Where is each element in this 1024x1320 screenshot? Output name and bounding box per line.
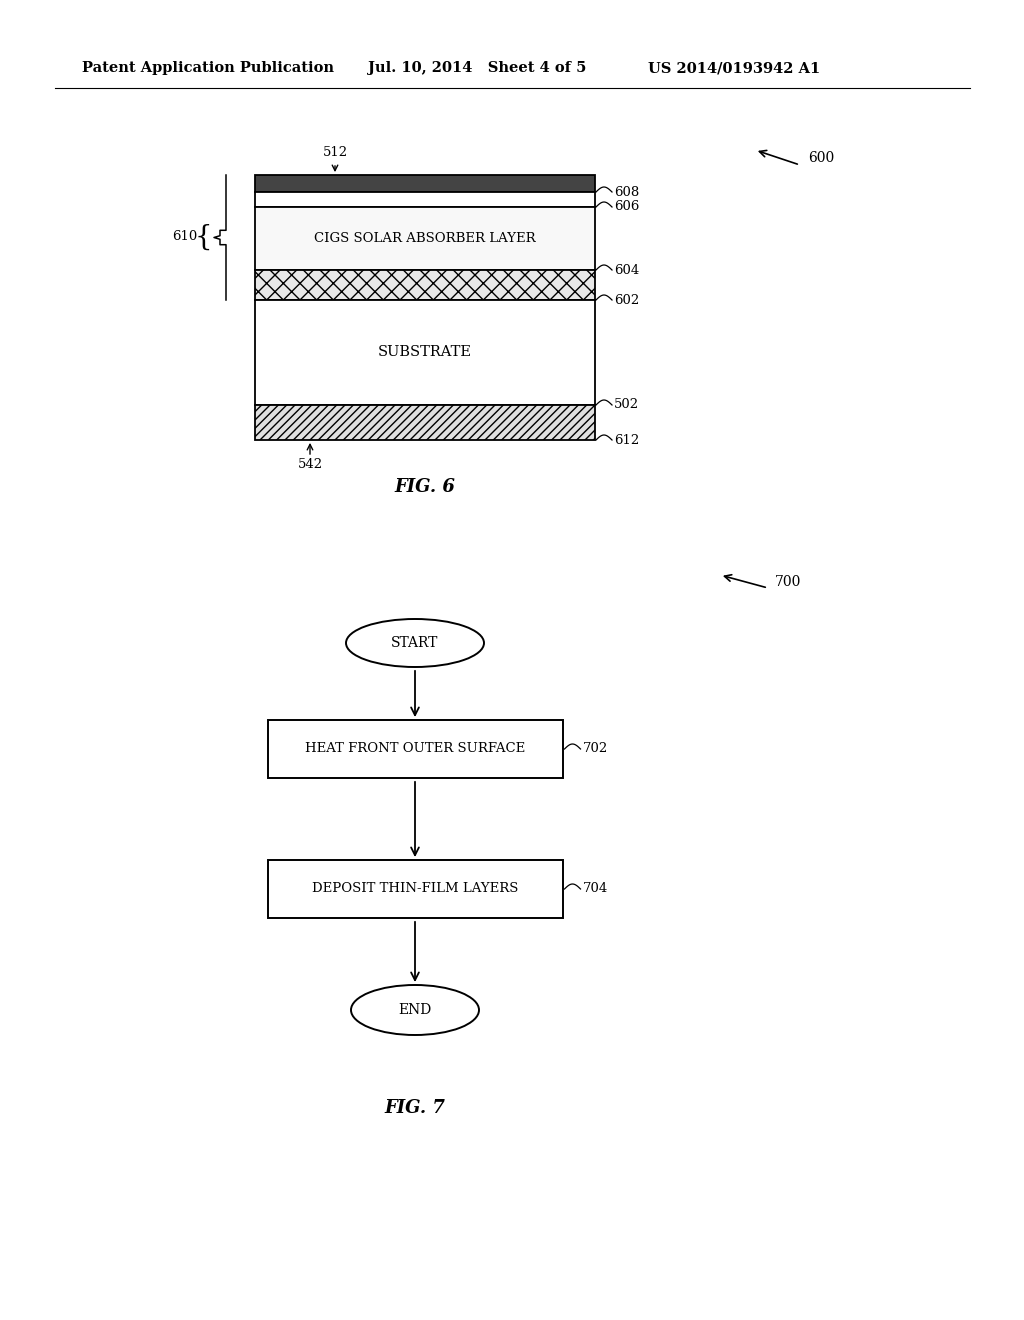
Text: 700: 700 <box>775 576 802 589</box>
Text: START: START <box>391 636 438 649</box>
Text: 612: 612 <box>614 433 639 446</box>
Text: 606: 606 <box>614 201 639 214</box>
Polygon shape <box>255 405 595 440</box>
Text: 600: 600 <box>808 150 835 165</box>
Ellipse shape <box>351 985 479 1035</box>
Polygon shape <box>255 271 595 300</box>
Text: 702: 702 <box>583 742 608 755</box>
Text: 602: 602 <box>614 293 639 306</box>
Text: CIGS SOLAR ABSORBER LAYER: CIGS SOLAR ABSORBER LAYER <box>314 232 536 246</box>
Polygon shape <box>255 176 595 191</box>
Text: 542: 542 <box>297 458 323 471</box>
Bar <box>267 719 562 777</box>
Text: 604: 604 <box>614 264 639 276</box>
Text: DEPOSIT THIN-FILM LAYERS: DEPOSIT THIN-FILM LAYERS <box>312 883 518 895</box>
Text: FIG. 7: FIG. 7 <box>385 1100 445 1117</box>
Text: END: END <box>398 1003 432 1016</box>
Text: FIG. 6: FIG. 6 <box>394 478 456 496</box>
Text: 608: 608 <box>614 186 639 198</box>
Ellipse shape <box>346 619 484 667</box>
Bar <box>267 861 562 917</box>
Polygon shape <box>255 207 595 271</box>
Text: 704: 704 <box>583 883 608 895</box>
Polygon shape <box>255 300 595 405</box>
Text: {: { <box>195 223 212 251</box>
Text: SUBSTRATE: SUBSTRATE <box>378 346 472 359</box>
Text: Patent Application Publication: Patent Application Publication <box>82 61 334 75</box>
Polygon shape <box>255 191 595 207</box>
Text: 512: 512 <box>323 147 347 160</box>
Text: 502: 502 <box>614 399 639 412</box>
Text: 610: 610 <box>172 231 198 243</box>
Text: Jul. 10, 2014   Sheet 4 of 5: Jul. 10, 2014 Sheet 4 of 5 <box>368 61 587 75</box>
Text: US 2014/0193942 A1: US 2014/0193942 A1 <box>648 61 820 75</box>
Text: HEAT FRONT OUTER SURFACE: HEAT FRONT OUTER SURFACE <box>305 742 525 755</box>
